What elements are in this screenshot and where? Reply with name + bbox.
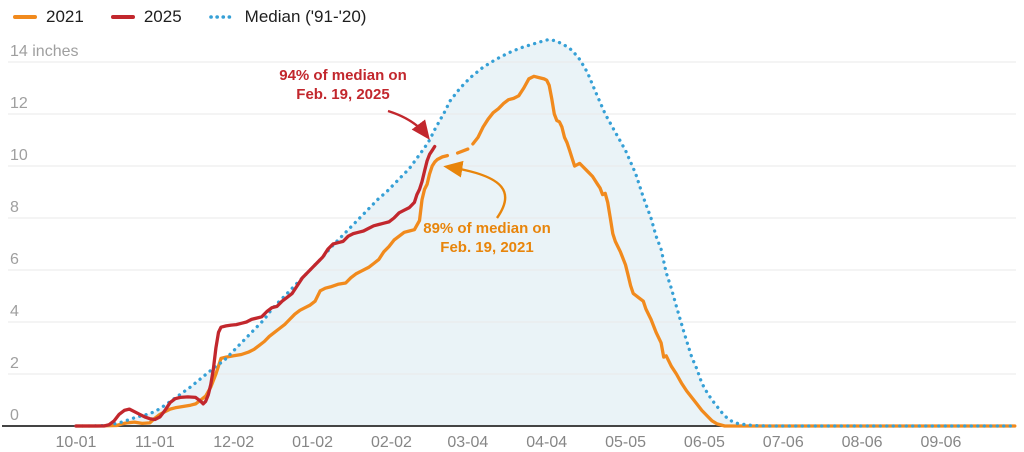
svg-text:09-06: 09-06 [921,434,962,451]
svg-text:6: 6 [10,251,19,268]
legend-swatch-median-dotted-icon [208,14,236,20]
svg-text:10-01: 10-01 [56,434,97,451]
annotation-2025-line1: 94% of median on [279,67,407,84]
svg-text:0: 0 [10,407,19,424]
svg-text:04-04: 04-04 [526,434,567,451]
annotation-2021-line1: 89% of median on [423,220,551,237]
svg-text:4: 4 [10,303,19,320]
annotation-2025-line2: Feb. 19, 2025 [296,86,390,103]
svg-text:08-06: 08-06 [842,434,883,451]
chart-legend: 2021 2025 Median ('91-'20) [13,7,366,27]
svg-text:10: 10 [10,147,28,164]
legend-swatch-2025-icon [110,15,135,19]
svg-text:07-06: 07-06 [763,434,804,451]
svg-text:2: 2 [10,355,19,372]
svg-text:05-05: 05-05 [605,434,646,451]
svg-text:12-02: 12-02 [213,434,254,451]
svg-text:11-01: 11-01 [135,434,175,451]
svg-text:14 inches: 14 inches [10,43,79,60]
legend-item-median: Median ('91-'20) [208,7,367,27]
annotation-2021-percent-of-median: 89% of median on Feb. 19, 2021 [377,219,597,257]
svg-text:12: 12 [10,95,28,112]
legend-label-2021: 2021 [46,7,84,26]
annotation-2021-line2: Feb. 19, 2021 [440,239,534,256]
svg-text:03-04: 03-04 [447,434,488,451]
legend-label-2025: 2025 [143,7,182,26]
annotation-2025-percent-of-median: 94% of median on Feb. 19, 2025 [233,66,453,104]
legend-swatch-2021-icon [13,15,37,19]
svg-text:01-02: 01-02 [292,434,333,451]
legend-item-2025: 2025 [110,7,182,27]
svg-text:06-05: 06-05 [684,434,725,451]
legend-item-2021: 2021 [13,7,84,27]
legend-label-median: Median ('91-'20) [244,7,367,26]
svg-text:02-02: 02-02 [371,434,412,451]
svg-text:8: 8 [10,199,19,216]
